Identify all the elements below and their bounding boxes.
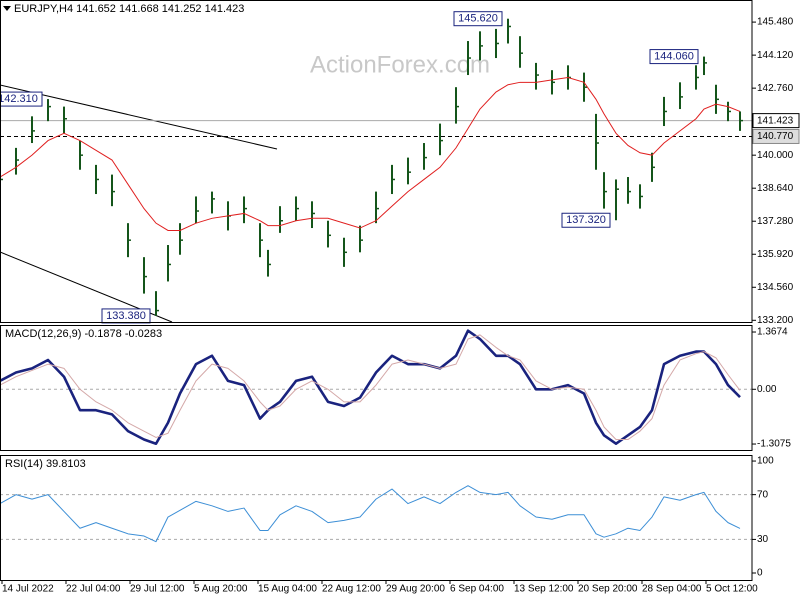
- panel-title: RSI(14) 39.8103: [5, 458, 86, 470]
- x-tick-label: 5 Aug 20:00: [194, 584, 248, 595]
- watermark: ActionForex.com: [310, 51, 490, 78]
- moving-average: [0, 76, 741, 231]
- annotation-box: [453, 11, 503, 27]
- x-tick-label: 28 Sep 04:00: [642, 584, 702, 595]
- annotation-label: 133.380: [106, 310, 146, 322]
- x-tick-label: 20 Sep 20:00: [578, 584, 638, 595]
- price-annotation: 142.310: [0, 91, 43, 107]
- y-tick-label: 145.480: [757, 17, 794, 28]
- y-tick-label: 144.120: [757, 50, 794, 61]
- annotation-label: 137.320: [566, 214, 606, 226]
- x-tick-label: 13 Sep 12:00: [514, 584, 574, 595]
- price-annotation: 133.380: [101, 308, 151, 324]
- price-annotation: 137.320: [561, 212, 611, 228]
- annotation-label: 142.310: [0, 93, 38, 105]
- panel-title: MACD(12,26,9) -0.1878 -0.0283: [5, 328, 162, 340]
- level-box: [752, 128, 800, 144]
- x-tick-label: 14 Jul 2022: [2, 584, 54, 595]
- panel-title: EURJPY,H4 141.652 141.668 141.252 141.42…: [14, 3, 244, 15]
- y-tick-label: 134.560: [757, 282, 794, 293]
- price-annotation: 144.060: [649, 49, 699, 65]
- x-tick-label: 5 Oct 12:00: [706, 584, 758, 595]
- x-tick-label: 22 Jul 04:00: [66, 584, 121, 595]
- y-tick-label: 140.000: [757, 150, 794, 161]
- x-tick-label: 22 Aug 12:00: [322, 584, 381, 595]
- panel-frame: [0, 325, 753, 451]
- current-price-label: 141.423: [757, 115, 794, 126]
- annotation-box: [0, 91, 43, 107]
- y-tick-label: 0.00: [757, 384, 777, 395]
- annotation-label: 145.620: [458, 13, 498, 25]
- trend-line: [0, 84, 278, 150]
- panel-frame: [0, 0, 753, 323]
- annotation-box: [649, 49, 699, 65]
- menu-arrow: [3, 6, 11, 11]
- annotation-box: [561, 212, 611, 228]
- y-tick-label: 138.640: [757, 183, 794, 194]
- indicator-line: [0, 485, 741, 543]
- y-tick-label: 142.760: [757, 83, 794, 94]
- indicator-line: [0, 329, 741, 446]
- price-annotation: 145.620: [453, 11, 503, 27]
- y-tick-label: 137.280: [757, 216, 794, 227]
- x-tick-label: 15 Aug 04:00: [258, 584, 317, 595]
- y-tick-label: 133.200: [757, 315, 794, 326]
- y-tick-label: 0: [757, 568, 763, 579]
- x-tick-label: 29 Aug 20:00: [386, 584, 445, 595]
- panel-frame: [0, 455, 753, 581]
- y-tick-label: 30: [757, 534, 769, 545]
- y-tick-label: 1.3674: [757, 327, 788, 338]
- x-tick-label: 29 Jul 12:00: [130, 584, 185, 595]
- indicator-line: [0, 334, 741, 441]
- level-label: 140.770: [757, 131, 794, 142]
- annotation-label: 144.060: [654, 50, 694, 62]
- y-tick-label: 70: [757, 489, 769, 500]
- y-tick-label: 100: [757, 456, 774, 467]
- y-tick-label: 135.920: [757, 249, 794, 260]
- current-price-box: [752, 113, 800, 129]
- y-tick-label: -1.3075: [757, 439, 791, 450]
- x-tick-label: 6 Sep 04:00: [450, 584, 504, 595]
